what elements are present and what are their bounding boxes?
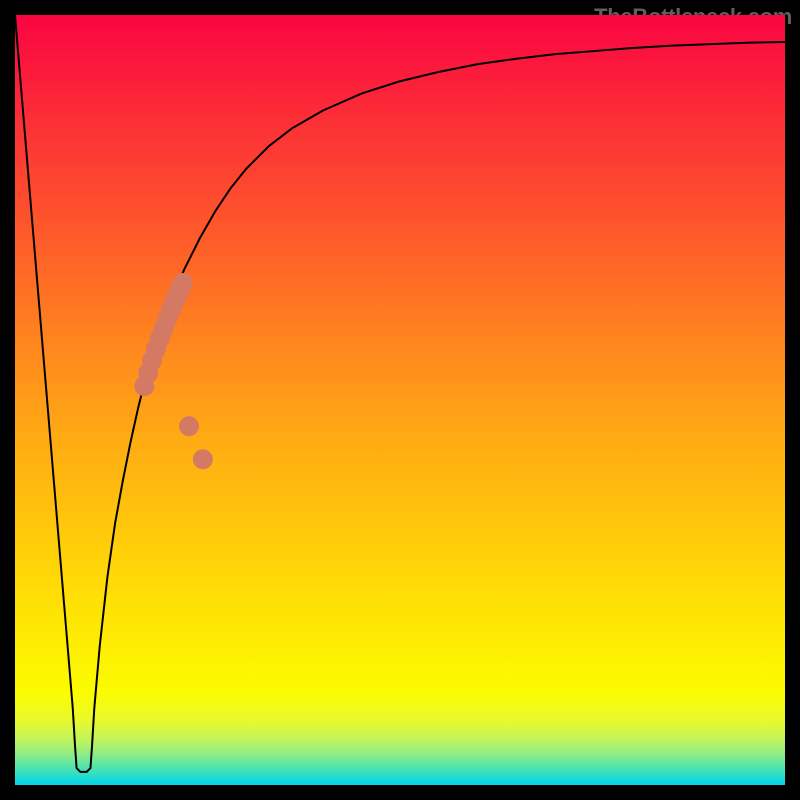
chart-container: { "watermark": { "text": "TheBottleneck.… (0, 0, 800, 800)
plot-background (15, 15, 785, 785)
data-marker (193, 449, 213, 469)
bottleneck-chart (0, 0, 800, 800)
data-marker (179, 416, 199, 436)
data-marker (173, 273, 193, 293)
